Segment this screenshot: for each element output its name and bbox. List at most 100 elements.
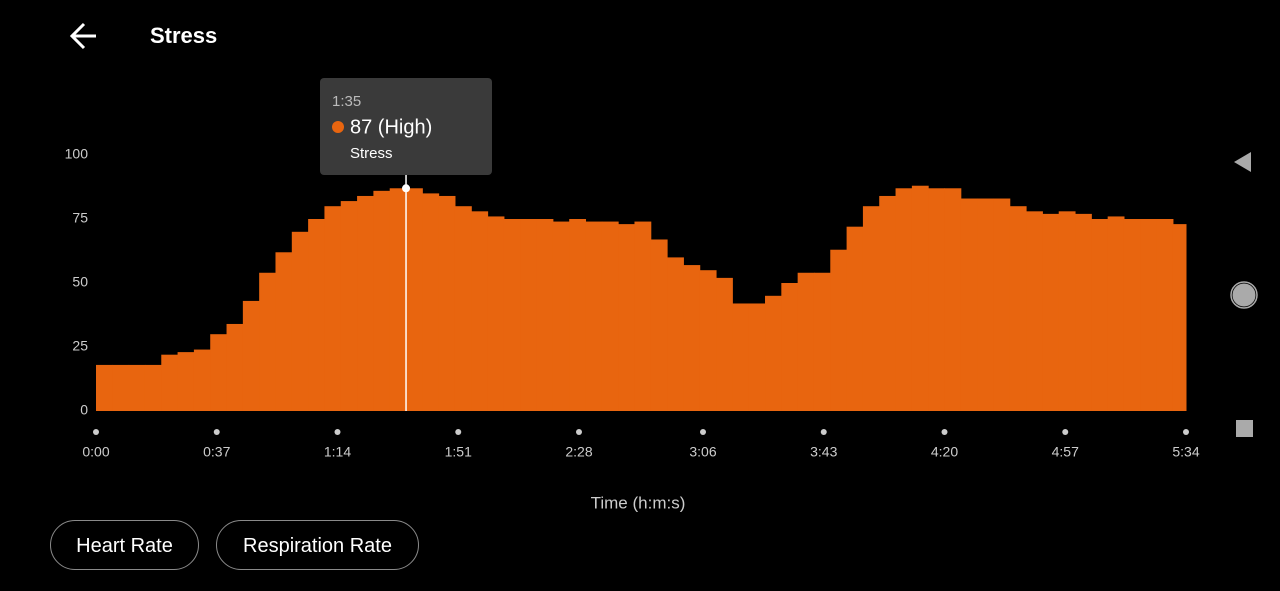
stress-step [308, 219, 325, 411]
stress-step [813, 272, 831, 411]
heart-rate-button[interactable]: Heart Rate [50, 520, 199, 570]
tooltip-time: 1:35 [332, 93, 361, 110]
stress-step [846, 226, 864, 411]
x-tick-label: 4:20 [931, 444, 958, 460]
stress-step [520, 219, 538, 411]
stress-step [242, 300, 260, 411]
stress-step [1091, 219, 1109, 411]
stress-step [765, 295, 782, 411]
stress-step [96, 364, 113, 411]
stress-step [667, 257, 684, 411]
nav-home-ring [1230, 281, 1258, 309]
y-tick-label: 0 [80, 402, 88, 418]
stress-step [406, 188, 423, 411]
x-tick-label: 0:37 [203, 444, 230, 460]
nav-back[interactable] [1234, 152, 1251, 172]
stress-step [340, 201, 358, 411]
stress-step [911, 185, 929, 411]
stress-step [1042, 213, 1060, 411]
x-tick-label: 0:00 [82, 444, 109, 460]
stress-step [601, 221, 619, 411]
stress-step [144, 364, 162, 411]
x-tick [334, 429, 341, 435]
x-tick-label: 3:43 [810, 444, 837, 460]
stress-step [781, 283, 799, 411]
stress-step [193, 349, 211, 411]
tooltip-value: 87 (High) [350, 116, 432, 138]
stress-step [487, 216, 505, 411]
x-tick [700, 429, 707, 435]
stress-step [993, 198, 1011, 411]
stress-step [226, 323, 244, 411]
x-axis-label: Time (h:m:s) [591, 493, 686, 512]
stress-step [161, 354, 179, 411]
x-tick-label: 2:28 [565, 444, 592, 460]
respiration-rate-button[interactable]: Respiration Rate [216, 520, 419, 570]
stress-step [879, 195, 897, 411]
stress-step [928, 188, 946, 411]
y-tick-label: 50 [72, 274, 88, 290]
stress-step [552, 221, 570, 411]
stress-step [128, 364, 146, 411]
stress-step [634, 221, 652, 411]
stress-step [1026, 211, 1043, 411]
stress-step [1140, 219, 1158, 411]
back-button[interactable] [69, 22, 96, 50]
stress-step [732, 303, 750, 411]
stress-step [977, 198, 994, 411]
cursor-dot [402, 184, 411, 193]
page-title: Stress [150, 23, 217, 48]
stress-step [471, 211, 489, 411]
x-tick-label: 1:14 [324, 444, 351, 460]
x-tick-label: 5:34 [1172, 444, 1199, 460]
stress-step [422, 193, 440, 411]
stress-step [1172, 224, 1187, 411]
y-tick-label: 25 [72, 338, 88, 354]
x-tick [455, 429, 462, 435]
y-tick-label: 75 [72, 210, 88, 226]
x-tick [93, 429, 99, 435]
stress-step [699, 270, 717, 411]
stress-step [259, 272, 276, 411]
stress-step [291, 231, 309, 411]
stress-step [177, 352, 195, 411]
stress-step [275, 252, 293, 411]
x-tick [1062, 429, 1069, 435]
stress-step [210, 334, 228, 411]
stress-step [895, 188, 913, 411]
nav-home[interactable] [1232, 283, 1256, 307]
x-tick-label: 1:51 [445, 444, 472, 460]
stress-step [960, 198, 978, 411]
x-tick [213, 429, 220, 435]
x-tick [575, 429, 582, 435]
stress-step [618, 224, 635, 411]
y-tick-label: 100 [65, 146, 89, 162]
stress-step [112, 364, 130, 411]
stress-step [830, 249, 848, 411]
stress-step [1075, 213, 1092, 411]
stress-step [862, 206, 880, 411]
tooltip-series: Stress [350, 145, 393, 162]
stress-step [373, 190, 391, 411]
stress-step [454, 206, 472, 411]
stress-step [389, 188, 407, 411]
nav-recent[interactable] [1236, 420, 1253, 437]
stress-step [748, 303, 766, 411]
tooltip [320, 78, 492, 175]
stress-step [357, 195, 374, 411]
stress-step [650, 239, 668, 411]
stress-step [797, 272, 815, 411]
tooltip-swatch [332, 121, 344, 133]
stress-step [1058, 211, 1076, 411]
x-tick [1183, 429, 1189, 435]
stress-step [1009, 206, 1027, 411]
stress-step [1107, 216, 1125, 411]
stress-step [438, 195, 456, 411]
stress-step [503, 219, 521, 411]
x-tick [820, 429, 827, 435]
stress-step [1123, 219, 1141, 411]
stress-step [1156, 219, 1174, 411]
x-tick-label: 3:06 [689, 444, 716, 460]
stress-step [536, 219, 554, 411]
